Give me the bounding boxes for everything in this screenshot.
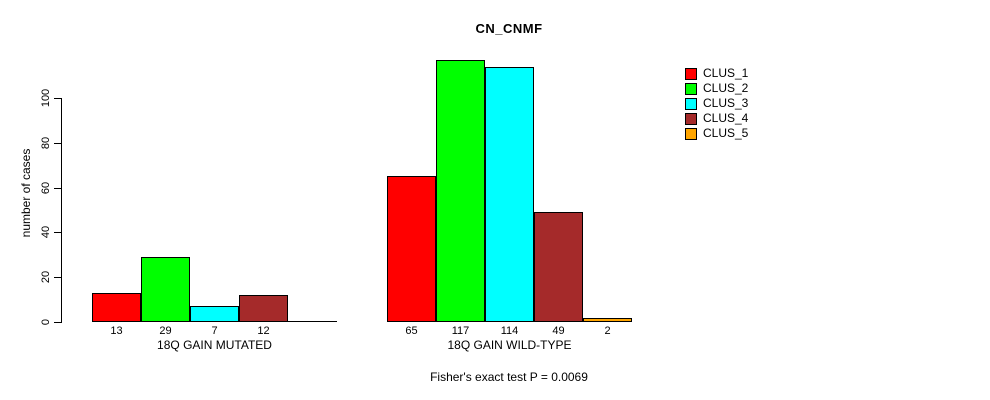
y-axis-tick-label: 60 [40, 181, 52, 194]
bar-value-label: 7 [211, 325, 218, 337]
y-axis-tick [54, 277, 61, 279]
legend-label: CLUS_1 [703, 66, 749, 80]
chart-title: CN_CNMF [475, 21, 543, 36]
legend-label: CLUS_3 [703, 96, 749, 110]
y-axis-tick [54, 98, 61, 99]
legend-swatch-clus_1 [685, 67, 697, 80]
bar-value-label: 65 [405, 325, 418, 337]
fisher-test-note: Fisher's exact test P = 0.0069 [430, 370, 588, 384]
bar-clus_5-group1-zero [288, 321, 337, 322]
bar-clus_1-group2 [387, 176, 436, 322]
bar-value-label: 2 [604, 325, 611, 337]
x-axis-group-label: 18Q GAIN MUTATED [157, 338, 272, 352]
legend-item-clus_2: CLUS_2 [685, 81, 748, 96]
y-axis-tick-label: 0 [40, 318, 52, 326]
legend-label: CLUS_4 [703, 111, 749, 125]
legend-item-clus_4: CLUS_4 [685, 111, 748, 126]
legend-item-clus_3: CLUS_3 [685, 96, 748, 111]
bar-value-label: 114 [500, 325, 519, 337]
bar-clus_4-group1 [239, 295, 288, 322]
y-axis-tick [54, 232, 61, 234]
legend-item-clus_5: CLUS_5 [685, 126, 748, 141]
bar-clus_1-group1 [92, 293, 141, 322]
y-axis-line [61, 98, 62, 323]
y-axis-tick-label: 40 [40, 226, 52, 239]
legend-item-clus_1: CLUS_1 [685, 66, 748, 81]
bar-clus_3-group2 [485, 67, 534, 322]
bar-clus_4-group2 [534, 212, 583, 322]
bar-clus_2-group1 [141, 257, 190, 322]
y-axis-tick [54, 187, 61, 189]
x-axis-group-label: 18Q GAIN WILD-TYPE [447, 338, 572, 352]
bar-clus_3-group1 [190, 306, 239, 322]
y-axis-tick-label: 20 [40, 271, 52, 284]
y-axis-tick [54, 142, 61, 144]
bar-value-label: 12 [257, 325, 270, 337]
bar-value-label: 49 [552, 325, 565, 337]
legend-swatch-clus_5 [685, 127, 697, 140]
bar-value-label: 117 [451, 325, 470, 337]
bar-value-label: 29 [159, 325, 172, 337]
bar-value-label: 13 [110, 325, 123, 337]
legend-swatch-clus_4 [685, 112, 697, 125]
y-axis-label: number of cases [19, 148, 33, 238]
bar-clus_2-group2 [436, 60, 485, 322]
legend-swatch-clus_3 [685, 97, 697, 110]
legend-label: CLUS_5 [703, 126, 749, 140]
legend-swatch-clus_2 [685, 82, 697, 95]
y-axis-tick-label: 100 [40, 88, 52, 108]
bar-clus_5-group2 [583, 318, 632, 322]
legend: CLUS_1 CLUS_2 CLUS_3 CLUS_4 CLUS_5 [685, 66, 748, 141]
y-axis-tick [54, 322, 61, 323]
legend-label: CLUS_2 [703, 81, 749, 95]
y-axis-tick-label: 80 [40, 136, 52, 149]
